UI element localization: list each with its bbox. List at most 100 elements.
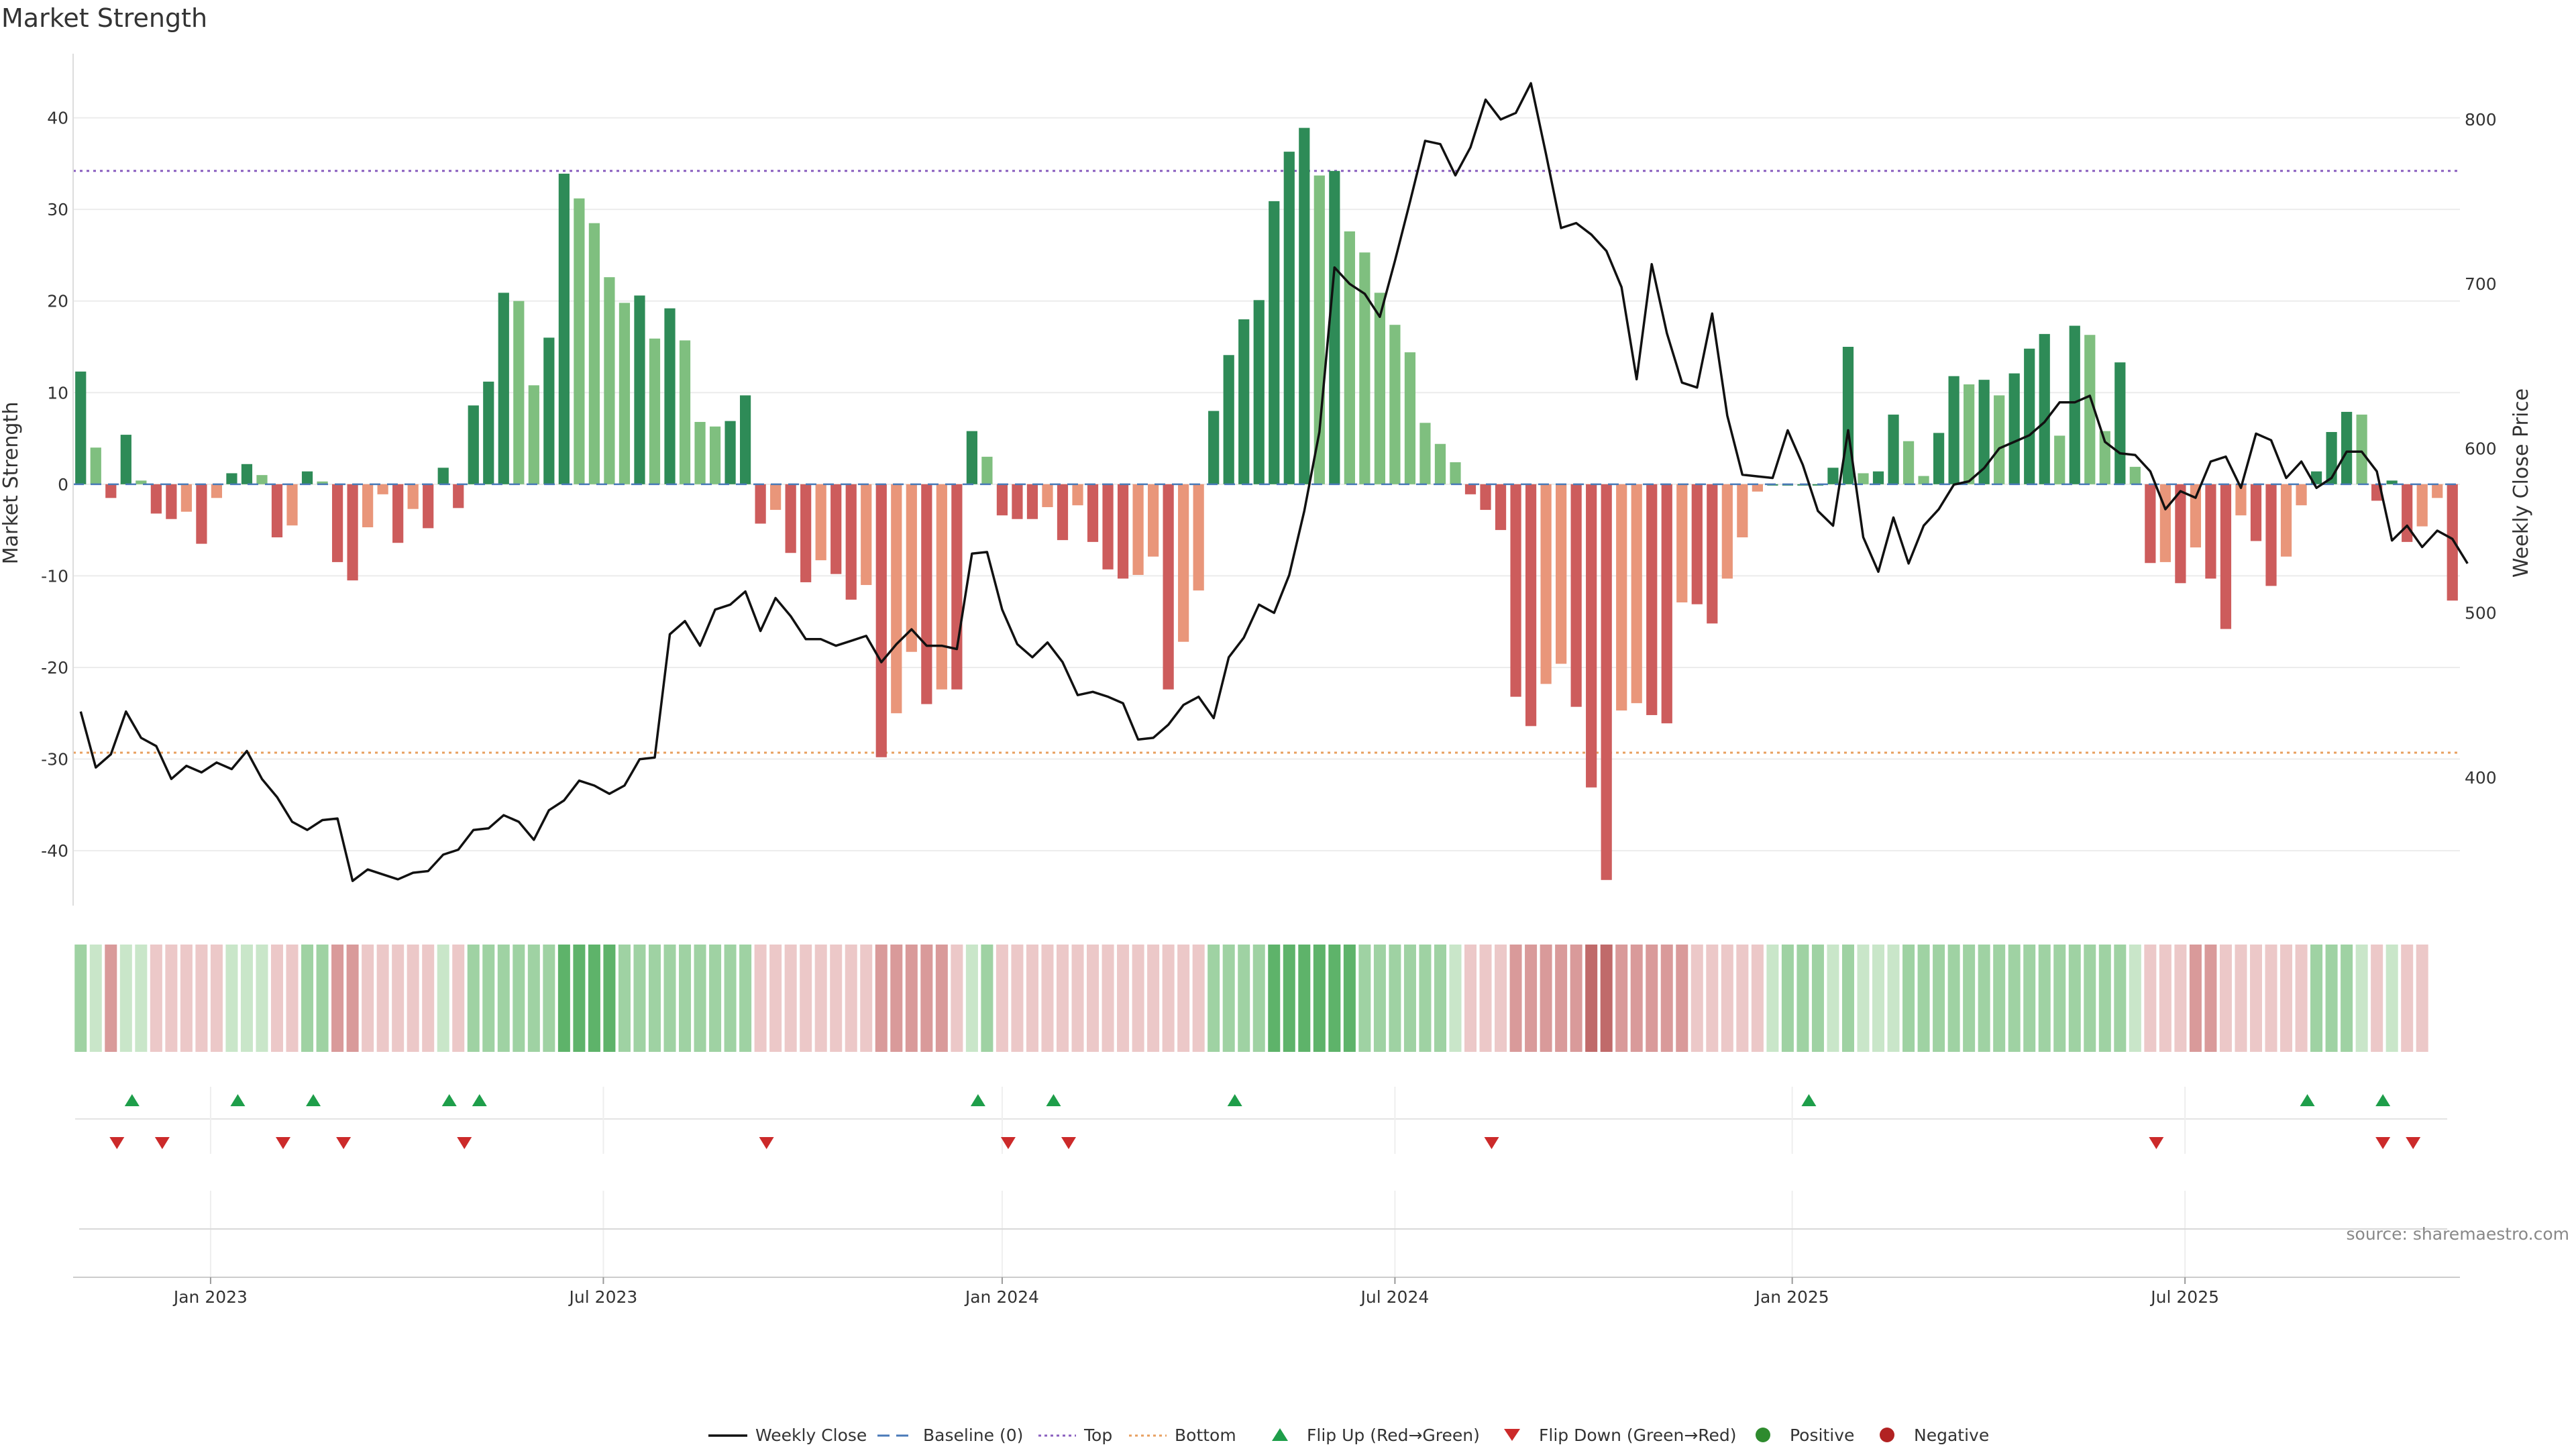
legend-item: Weekly Close	[708, 1426, 867, 1445]
heat-cell	[830, 945, 843, 1052]
strength-bar	[1299, 127, 1310, 484]
x-tick-label: Jan 2025	[1754, 1287, 1829, 1307]
strength-bar	[2175, 484, 2186, 584]
heat-cell	[1585, 945, 1598, 1052]
strength-bar	[2054, 435, 2065, 484]
strength-bar	[679, 340, 691, 484]
heat-cell	[1721, 945, 1733, 1052]
heat-cell	[633, 945, 646, 1052]
heat-cell	[2204, 945, 2217, 1052]
heat-cell	[1419, 945, 1432, 1052]
heat-cell	[1887, 945, 1900, 1052]
strength-bar	[2084, 335, 2096, 484]
heat-cell	[150, 945, 162, 1052]
strength-bar	[271, 484, 283, 538]
heat-cell	[527, 945, 540, 1052]
strength-bar	[2235, 484, 2247, 516]
heat-cell	[1268, 945, 1281, 1052]
strength-bar	[1057, 484, 1069, 541]
strength-bar	[1163, 484, 1174, 690]
heat-cell	[210, 945, 223, 1052]
heat-cell	[1706, 945, 1719, 1052]
strength-bar	[498, 292, 509, 484]
lower-panel	[79, 1191, 2447, 1278]
strength-bar	[755, 484, 766, 524]
heat-cell	[845, 945, 857, 1052]
strength-bar	[785, 484, 796, 553]
heat-cell	[89, 945, 102, 1052]
strength-bar	[574, 198, 585, 484]
heat-cell	[497, 945, 510, 1052]
strength-bar	[1374, 292, 1385, 484]
legend-item: Baseline (0)	[877, 1426, 1023, 1445]
strength-bar	[1087, 484, 1099, 542]
heat-cell	[407, 945, 419, 1052]
strength-bar	[1359, 252, 1371, 484]
flip-down-marker	[1484, 1137, 1499, 1149]
y-tick-label-left: 10	[47, 383, 68, 402]
strength-bar	[1918, 476, 1929, 484]
flip-up-marker	[970, 1094, 985, 1106]
strength-bar	[2402, 484, 2413, 542]
legend-label: Flip Down (Green→Red)	[1539, 1426, 1737, 1445]
strength-bar	[1208, 411, 1220, 484]
x-tick-label: Jul 2023	[568, 1287, 638, 1307]
heat-cell	[1781, 945, 1794, 1052]
strength-bar	[2265, 484, 2277, 586]
heat-cell	[2038, 945, 2051, 1052]
heat-cell	[240, 945, 253, 1052]
heat-cell	[814, 945, 827, 1052]
y-tick-label-left: -10	[41, 566, 68, 586]
strength-bar	[2296, 484, 2307, 506]
strength-bar	[2250, 484, 2262, 541]
strength-bar	[1525, 484, 1537, 727]
heat-cell	[392, 945, 405, 1052]
legend-item: Flip Down (Green→Red)	[1504, 1426, 1737, 1445]
heat-cell	[1177, 945, 1190, 1052]
heat-cell	[769, 945, 782, 1052]
heat-cell	[256, 945, 268, 1052]
strength-bar	[1721, 484, 1733, 579]
flip-down-marker	[336, 1137, 352, 1149]
heat-cell	[996, 945, 1008, 1052]
y-tick-label-right: 800	[2465, 110, 2497, 129]
heat-cell	[74, 945, 87, 1052]
strength-bar	[1888, 415, 1899, 484]
heat-cell	[2219, 945, 2232, 1052]
reference-lines	[73, 170, 2460, 754]
heat-cell	[573, 945, 586, 1052]
heat-cell	[1933, 945, 1945, 1052]
heat-cell	[1736, 945, 1749, 1052]
heat-cell	[1252, 945, 1265, 1052]
flip-up-marker	[2300, 1094, 2315, 1106]
strength-bar	[256, 475, 268, 484]
strength-bar	[2205, 484, 2216, 579]
strength-bar	[1419, 423, 1431, 484]
strength-bar	[483, 381, 494, 484]
strength-bar	[1616, 484, 1627, 711]
strength-bar	[649, 338, 661, 484]
heat-cell	[482, 945, 495, 1052]
flip-down-marker	[1000, 1137, 1016, 1149]
flip-down-marker	[2149, 1137, 2164, 1149]
heat-cell	[2371, 945, 2383, 1052]
heat-cell	[2129, 945, 2141, 1052]
heat-cell	[2114, 945, 2127, 1052]
strength-bar	[770, 484, 782, 511]
strength-bar	[543, 337, 555, 484]
strength-bar	[1117, 484, 1129, 579]
flip-down-marker	[2406, 1137, 2421, 1149]
strength-bar	[906, 484, 917, 652]
heat-cell	[2265, 945, 2277, 1052]
legend-label: Negative	[1914, 1426, 1989, 1445]
legend-label: Flip Up (Red→Green)	[1307, 1426, 1480, 1445]
strength-bar	[331, 484, 343, 562]
heat-cell	[1358, 945, 1371, 1052]
heat-cell	[1132, 945, 1144, 1052]
heat-cell	[1403, 945, 1416, 1052]
flip-up-marker	[2375, 1094, 2391, 1106]
strength-bar	[1737, 484, 1748, 538]
strength-bar	[136, 480, 147, 484]
heat-cell	[1162, 945, 1175, 1052]
strength-bar	[1102, 484, 1114, 570]
